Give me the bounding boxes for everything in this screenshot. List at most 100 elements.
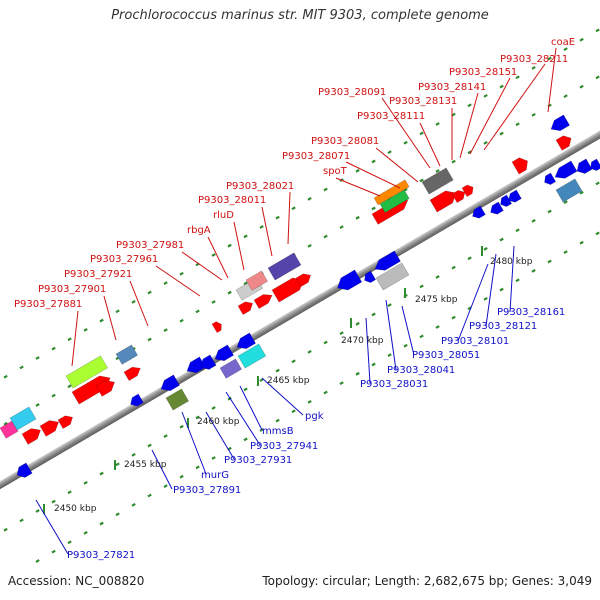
gene-label-p9303-27921[interactable]: P9303_27921: [64, 269, 132, 280]
gene-feature[interactable]: [14, 462, 33, 480]
gene-label-p9303-28071[interactable]: P9303_28071: [282, 151, 350, 162]
gene-label-mmsB[interactable]: mmsB: [262, 426, 294, 437]
gene-label-p9303-27931[interactable]: P9303_27931: [224, 455, 292, 466]
gene-feature[interactable]: [211, 320, 224, 334]
gene-feature[interactable]: [588, 158, 600, 173]
gene-feature[interactable]: [506, 189, 522, 205]
gene-label-p9303-28031[interactable]: P9303_28031: [360, 379, 428, 390]
gene-label-p9303-27821[interactable]: P9303_27821: [67, 550, 135, 561]
gene-feature[interactable]: [123, 364, 143, 382]
gene-feature[interactable]: [158, 374, 181, 394]
gene-label-p9303-28011[interactable]: P9303_28011: [198, 195, 266, 206]
gene-feature[interactable]: [198, 354, 217, 372]
gene-label-p9303-28091[interactable]: P9303_28091: [318, 87, 386, 98]
gene-label-p9303-28121[interactable]: P9303_28121: [469, 321, 537, 332]
track-dot: [419, 334, 424, 339]
gene-label-coaE[interactable]: coaE: [551, 37, 575, 48]
gene-feature[interactable]: [461, 183, 476, 198]
label-leader: [365, 317, 371, 384]
gene-label-spoT[interactable]: spoT: [323, 166, 348, 177]
gene-feature[interactable]: [372, 250, 401, 274]
gene-feature[interactable]: [542, 172, 557, 187]
gene-feature[interactable]: [0, 420, 19, 439]
track-dot: [531, 268, 536, 273]
gene-feature[interactable]: [488, 201, 504, 217]
gene-feature[interactable]: [574, 158, 593, 176]
gene-label-rbgA[interactable]: rbgA: [187, 225, 211, 236]
gene-feature[interactable]: [552, 160, 578, 182]
gene-feature[interactable]: [184, 356, 207, 376]
track-dot: [403, 187, 408, 192]
gene-label-p9303-28211[interactable]: P9303_28211: [500, 54, 568, 65]
gene-feature[interactable]: [555, 178, 583, 203]
gene-feature[interactable]: [95, 377, 118, 397]
gene-feature[interactable]: [429, 187, 460, 213]
gene-label-p9303-27961[interactable]: P9303_27961: [90, 254, 158, 265]
gene-feature[interactable]: [237, 299, 255, 316]
label-leader: [509, 245, 515, 313]
gene-label-p9303-28111[interactable]: P9303_28111: [357, 111, 425, 122]
gene-features: [0, 114, 600, 480]
track-dot: [547, 259, 552, 264]
gene-feature[interactable]: [334, 269, 363, 294]
gene-feature[interactable]: [39, 417, 62, 437]
track-dot: [51, 499, 56, 504]
gene-label-p9303-28051[interactable]: P9303_28051: [412, 350, 480, 361]
gene-feature[interactable]: [451, 188, 467, 204]
gene-label-rluD[interactable]: rluD: [213, 210, 234, 221]
gene-label-p9303-28151[interactable]: P9303_28151: [449, 67, 517, 78]
gene-feature[interactable]: [165, 388, 190, 411]
gene-label-p9303-28161[interactable]: P9303_28161: [497, 307, 565, 318]
gene-feature[interactable]: [511, 155, 531, 175]
gene-feature[interactable]: [115, 344, 139, 365]
gene-label-p9303-28041[interactable]: P9303_28041: [387, 365, 455, 376]
gene-feature[interactable]: [219, 358, 243, 379]
gene-feature[interactable]: [212, 344, 235, 364]
gene-feature[interactable]: [237, 343, 267, 369]
gene-feature[interactable]: [253, 291, 275, 310]
gene-label-pgk[interactable]: pgk: [305, 411, 324, 422]
gene-label-p9303-28101[interactable]: P9303_28101: [441, 336, 509, 347]
gene-feature[interactable]: [245, 270, 269, 291]
track-dot: [99, 471, 104, 476]
gene-feature[interactable]: [362, 270, 377, 285]
gene-feature[interactable]: [65, 355, 109, 389]
gene-label-murG[interactable]: murG: [201, 470, 229, 481]
scale-labels: 2450 kbp 2455 kbp 2460 kbp 2465 kbp 2470…: [54, 257, 533, 514]
gene-label-p9303-28141[interactable]: P9303_28141: [418, 82, 486, 93]
gene-feature[interactable]: [234, 332, 257, 352]
track-dot: [19, 365, 24, 370]
gene-label-p9303-27901[interactable]: P9303_27901: [38, 284, 106, 295]
gene-feature[interactable]: [21, 425, 44, 445]
gene-feature[interactable]: [128, 393, 144, 409]
gene-label-p9303-28081[interactable]: P9303_28081: [311, 136, 379, 147]
gene-label-p9303-27941[interactable]: P9303_27941: [250, 441, 318, 452]
gene-feature[interactable]: [267, 252, 302, 281]
gene-feature[interactable]: [498, 194, 513, 209]
track-dot: [483, 297, 488, 301]
track-dot: [419, 178, 424, 183]
track-dot: [163, 281, 168, 286]
gene-feature[interactable]: [470, 205, 486, 221]
track-dot: [291, 206, 296, 211]
track-dot: [371, 159, 376, 164]
track-dot: [243, 387, 248, 392]
gene-feature[interactable]: [57, 413, 75, 430]
gene-feature[interactable]: [548, 114, 571, 134]
track-dot: [51, 346, 56, 351]
gene-label-p9303-28131[interactable]: P9303_28131: [389, 96, 457, 107]
track-dot: [403, 343, 408, 348]
gene-feature[interactable]: [379, 189, 410, 214]
gene-label-p9303-27891[interactable]: P9303_27891: [173, 485, 241, 496]
label-leader: [181, 411, 207, 475]
gene-feature[interactable]: [295, 271, 313, 288]
gene-feature[interactable]: [375, 262, 410, 291]
gene-feature[interactable]: [421, 167, 454, 195]
gene-label-p9303-27881[interactable]: P9303_27881: [14, 299, 82, 310]
gene-feature[interactable]: [555, 133, 574, 151]
label-leader: [385, 299, 397, 371]
gene-label-p9303-28021[interactable]: P9303_28021: [226, 181, 294, 192]
gene-label-p9303-27981[interactable]: P9303_27981: [116, 240, 184, 251]
gene-feature[interactable]: [9, 406, 37, 431]
track-dot: [419, 284, 424, 289]
